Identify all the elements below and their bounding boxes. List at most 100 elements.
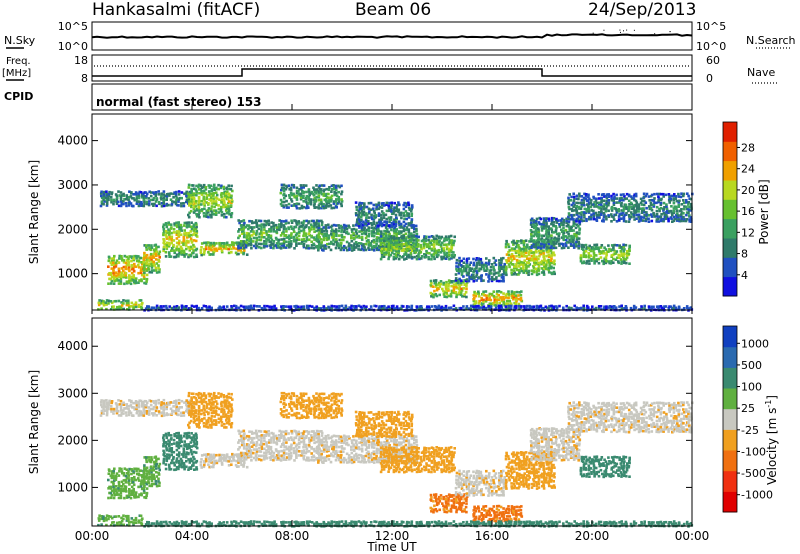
- echo-cell: [510, 273, 514, 276]
- echo-cell: [119, 494, 123, 497]
- echo-cell: [180, 414, 183, 417]
- echo-cell: [215, 186, 218, 190]
- echo-cell: [412, 243, 416, 246]
- echo-cell: [534, 261, 538, 265]
- echo-cell: [513, 266, 516, 270]
- echo-cell: [175, 247, 178, 250]
- echo-cell: [369, 305, 373, 308]
- echo-cell: [528, 263, 532, 266]
- echo-cell: [142, 260, 145, 264]
- echo-cell: [402, 236, 406, 240]
- echo-cell: [155, 306, 159, 309]
- y-tick-label: 4000: [57, 134, 88, 148]
- echo-cell: [128, 255, 131, 258]
- echo-cell: [284, 187, 288, 191]
- echo-cell: [118, 467, 121, 470]
- echo-cell: [210, 246, 214, 249]
- echo-cell: [280, 305, 283, 308]
- echo-cell: [353, 306, 356, 310]
- echo-cell: [140, 278, 143, 281]
- echo-cell: [130, 279, 133, 282]
- echo-cell: [602, 218, 605, 221]
- echo-cell: [567, 202, 571, 206]
- echo-cell: [623, 252, 626, 255]
- echo-cell: [150, 484, 154, 488]
- echo-cell: [397, 238, 400, 242]
- echo-cell: [142, 414, 146, 417]
- echo-cell: [99, 401, 103, 404]
- echo-cell: [605, 307, 608, 310]
- echo-cell: [210, 215, 213, 219]
- echo-cell: [500, 259, 503, 262]
- echo-cell: [575, 213, 579, 216]
- echo-cell: [289, 234, 293, 237]
- echo-cell: [452, 304, 456, 308]
- echo-cell: [350, 307, 353, 310]
- echo-cell: [132, 487, 135, 491]
- echo-cell: [173, 251, 176, 255]
- echo-cell: [128, 277, 131, 280]
- echo-cell: [148, 262, 151, 266]
- echo-cell: [515, 258, 519, 262]
- echo-cell: [677, 205, 681, 208]
- echo-cell: [130, 259, 133, 263]
- echo-cell: [157, 193, 161, 196]
- echo-cell: [502, 256, 505, 260]
- echo-cell: [385, 224, 389, 227]
- echo-cell: [288, 196, 292, 199]
- echo-cell: [650, 305, 654, 309]
- echo-cell: [534, 249, 538, 253]
- echo-cell: [568, 193, 571, 196]
- echo-cell: [553, 259, 556, 262]
- echo-cell: [137, 495, 140, 499]
- echo-cell: [597, 246, 600, 249]
- echo-cell: [558, 232, 561, 235]
- echo-cell: [185, 200, 188, 204]
- echo-cell: [260, 229, 263, 233]
- echo-cell: [390, 237, 394, 240]
- echo-cell: [407, 223, 411, 227]
- echo-cell: [317, 198, 321, 202]
- echo-cell: [382, 255, 386, 258]
- echo-cell: [497, 259, 501, 262]
- echo-cell: [565, 238, 568, 242]
- echo-cell: [472, 257, 475, 261]
- echo-cell: [130, 277, 134, 281]
- echo-cell: [448, 250, 451, 254]
- echo-cell: [475, 305, 478, 308]
- echo-cell: [352, 248, 356, 251]
- echo-cell: [220, 306, 223, 309]
- echo-cell: [162, 247, 166, 251]
- echo-cell: [674, 205, 678, 209]
- echo-cell: [138, 266, 141, 269]
- echo-cell: [462, 280, 465, 284]
- echo-cell: [442, 255, 446, 259]
- echo-cell: [660, 219, 663, 223]
- echo-cell: [190, 221, 193, 224]
- echo-cell: [120, 307, 123, 311]
- echo-cell: [458, 270, 461, 273]
- echo-cell: [614, 252, 618, 255]
- echo-cell: [442, 308, 445, 311]
- echo-cell: [395, 234, 398, 237]
- echo-cell: [402, 234, 406, 238]
- echo-cell: [337, 190, 340, 194]
- echo-cell: [322, 229, 326, 233]
- echo-cell: [279, 191, 283, 195]
- echo-cell: [613, 305, 616, 308]
- echo-cell: [175, 245, 179, 248]
- echo-cell: [530, 240, 533, 243]
- echo-cell: [292, 194, 296, 197]
- echo-cell: [412, 225, 416, 229]
- echo-cell: [162, 245, 166, 249]
- echo-cell: [136, 409, 139, 413]
- echo-cell: [550, 221, 554, 224]
- echo-cell: [435, 241, 439, 244]
- echo-cell: [544, 226, 548, 230]
- echo-cell: [162, 457, 166, 461]
- date-label: 24/Sep/2013: [588, 0, 696, 20]
- echo-cell: [125, 197, 128, 201]
- echo-cell: [502, 295, 505, 299]
- echo-cell: [340, 228, 344, 232]
- echo-cell: [652, 203, 656, 206]
